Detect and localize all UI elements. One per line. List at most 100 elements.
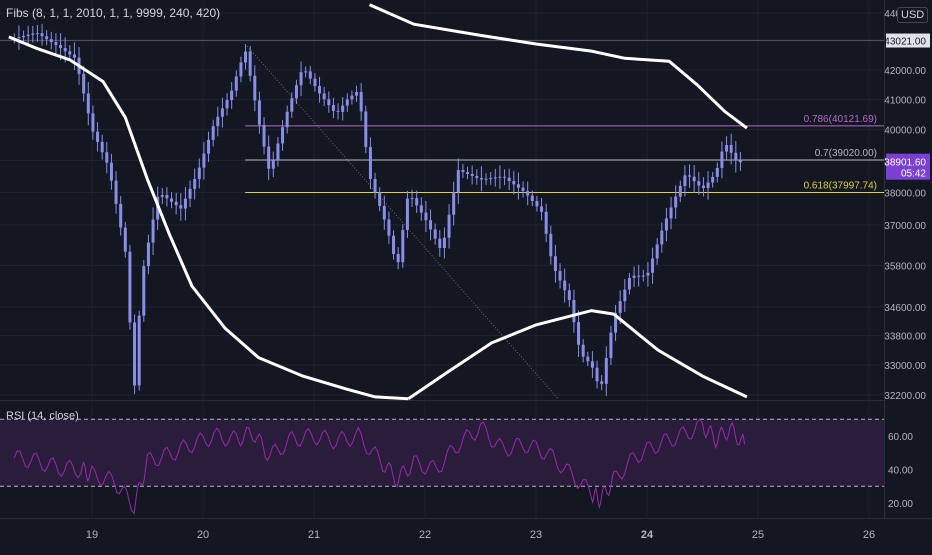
- candle-body: [683, 175, 687, 186]
- candle-body: [373, 179, 377, 193]
- candle-body: [183, 198, 187, 209]
- candle-body: [165, 195, 169, 199]
- candle-body: [225, 100, 229, 109]
- candle-body: [729, 145, 733, 153]
- candle-body: [216, 116, 220, 127]
- candles: [12, 23, 742, 396]
- candle-body: [646, 272, 650, 276]
- candle-body: [313, 78, 317, 87]
- curve-2: [407, 309, 748, 401]
- candle-body: [669, 207, 673, 219]
- candle-body: [738, 160, 742, 163]
- candle-body: [239, 62, 243, 77]
- candle-body: [174, 201, 178, 206]
- candle-body: [535, 200, 539, 207]
- price-tick-label: 41000.00: [884, 95, 926, 106]
- curve-1: [8, 35, 409, 401]
- candle-body: [345, 99, 349, 106]
- candle-body: [170, 198, 174, 202]
- candle-body: [368, 147, 372, 180]
- candle-body: [299, 72, 303, 86]
- candle-body: [54, 42, 58, 46]
- candle-body: [114, 180, 118, 204]
- candle-body: [424, 212, 428, 221]
- candle-body: [632, 275, 636, 278]
- candle-body: [119, 203, 123, 228]
- candle-body: [257, 100, 261, 125]
- candle-body: [493, 177, 497, 179]
- candle-body: [355, 91, 359, 96]
- candle-body: [350, 95, 354, 100]
- candle-body: [415, 198, 419, 206]
- candle-body: [456, 170, 460, 193]
- candle-body: [392, 235, 396, 254]
- candle-body: [567, 290, 571, 300]
- highlighted-price-badge: [886, 33, 930, 48]
- candle-body: [484, 178, 488, 180]
- rsi-band: [0, 419, 884, 487]
- candle-body: [470, 173, 474, 176]
- candle-body: [22, 35, 26, 38]
- candle-body: [322, 93, 326, 100]
- candle-body: [188, 188, 192, 199]
- candle-body: [526, 191, 530, 196]
- candle-body: [341, 105, 345, 112]
- candle-body: [614, 312, 618, 333]
- price-tick-label: 33000.00: [884, 361, 926, 372]
- candle-body: [651, 258, 655, 273]
- currency-badge[interactable]: USD: [897, 7, 929, 23]
- candle-body: [267, 146, 271, 169]
- candle-body: [516, 184, 520, 188]
- candle-body: [378, 192, 382, 206]
- countdown-label: 05:42: [901, 169, 926, 180]
- last-price-badge: [886, 153, 930, 180]
- candle-body: [244, 51, 248, 63]
- main-legend[interactable]: Fibs (8, 1, 1, 2010, 1, 1, 9999, 240, 42…: [6, 6, 221, 20]
- candle-body: [308, 71, 312, 79]
- candle-body: [512, 181, 516, 185]
- candle-body: [211, 126, 215, 140]
- candle-body: [604, 357, 608, 384]
- candle-body: [623, 289, 627, 302]
- curve-3: [368, 3, 748, 130]
- candle-body: [595, 367, 599, 382]
- rsi-tick-label: 20.00: [888, 499, 913, 510]
- candle-body: [271, 159, 275, 169]
- candle-body: [294, 85, 298, 99]
- candle-body: [674, 196, 678, 208]
- candle-body: [49, 39, 53, 43]
- candle-body: [35, 33, 39, 35]
- rsi-legend[interactable]: RSI (14, close): [6, 410, 79, 422]
- candle-body: [234, 76, 238, 91]
- candle-body: [572, 299, 576, 323]
- candle-body: [59, 45, 63, 49]
- candle-body: [664, 218, 668, 231]
- candle-body: [498, 176, 502, 178]
- diagonal-trend-line: [244, 43, 559, 400]
- candle-body: [466, 172, 470, 174]
- price-tick-label: 38000.00: [884, 188, 926, 199]
- candle-body: [600, 381, 604, 384]
- time-tick-label: 25: [752, 529, 764, 541]
- candle-body: [304, 71, 308, 73]
- candle-body: [553, 256, 557, 272]
- rsi-line: [13, 418, 746, 515]
- fib-label-0-7: 0.7(39020.00): [815, 148, 877, 159]
- candle-body: [447, 214, 451, 238]
- fib-label-0-618: 0.618(37997.74): [804, 180, 877, 191]
- candle-body: [706, 182, 710, 189]
- candle-body: [91, 113, 95, 132]
- candle-body: [230, 90, 234, 101]
- price-tick-label: 37000.00: [884, 221, 926, 232]
- candle-body: [405, 198, 409, 230]
- candle-body: [618, 301, 622, 313]
- candle-body: [202, 153, 206, 168]
- candle-body: [82, 73, 86, 94]
- candle-body: [734, 152, 738, 161]
- candle-body: [692, 176, 696, 182]
- candle-body: [17, 37, 21, 39]
- candle-body: [438, 238, 442, 248]
- candle-body: [540, 206, 544, 212]
- candle-body: [475, 175, 479, 178]
